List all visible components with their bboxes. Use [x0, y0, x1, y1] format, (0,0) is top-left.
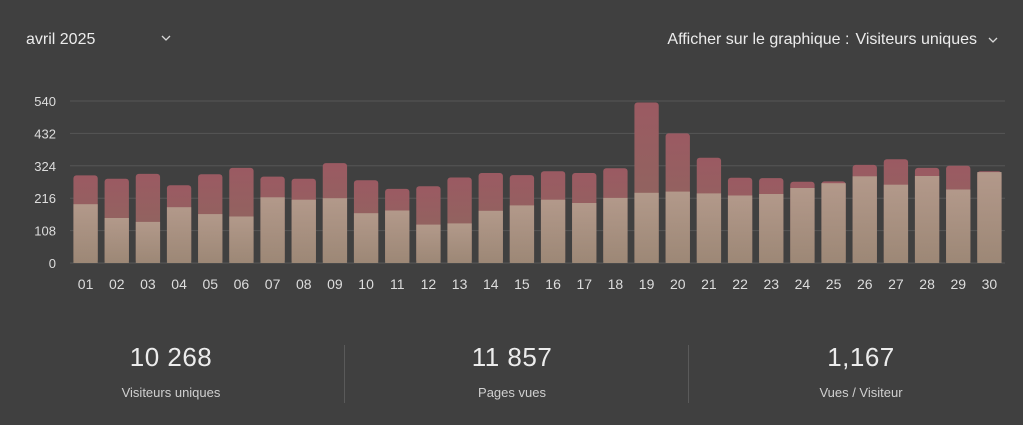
bar-secondary[interactable] [727, 195, 753, 264]
x-tick-label: 21 [701, 276, 717, 292]
x-tick-label: 19 [639, 276, 655, 292]
x-tick-label: 28 [919, 276, 935, 292]
x-tick-label: 05 [202, 276, 218, 292]
bar-secondary[interactable] [260, 197, 285, 263]
month-select[interactable]: avril 2025 [26, 28, 176, 52]
x-tick-label: 12 [421, 276, 437, 292]
x-tick-label: 04 [171, 276, 187, 292]
bar-secondary[interactable] [478, 210, 503, 263]
bar-secondary[interactable] [665, 191, 690, 263]
x-tick-label: 30 [982, 276, 998, 292]
stat-label: Pages vues [478, 385, 546, 400]
x-tick-label: 06 [234, 276, 250, 292]
chart-metric-select[interactable]: Afficher sur le graphique : Visiteurs un… [667, 28, 999, 52]
y-tick-label: 216 [34, 191, 56, 206]
bar-chart: 0 108 216 324 432 540 01 02 03 04 05 06 07 08 09 10 11 12… [34, 94, 1005, 292]
chevron-down-icon [988, 37, 998, 43]
x-tick-label: 17 [576, 276, 592, 292]
y-tick-label: 432 [34, 126, 56, 141]
bar-secondary[interactable] [634, 192, 659, 263]
bar-secondary[interactable] [322, 198, 348, 263]
x-tick-label: 26 [857, 276, 873, 292]
stat-value: 1,167 [827, 342, 895, 372]
x-tick-label: 03 [140, 276, 156, 292]
stats-divider [688, 345, 689, 403]
x-tick-label: 23 [763, 276, 779, 292]
x-tick-label: 15 [514, 276, 530, 292]
x-tick-label: 27 [888, 276, 904, 292]
bar-secondary[interactable] [104, 218, 129, 263]
x-tick-label: 14 [483, 276, 499, 292]
stat-page-views: 11 857 Pages vues [347, 330, 677, 410]
stats-row: 10 268 Visiteurs uniques 11 857 Pages vu… [0, 330, 1023, 410]
x-tick-label: 18 [608, 276, 624, 292]
chart-metric-value: Visiteurs uniques [855, 31, 977, 48]
month-select-value: avril 2025 [26, 31, 96, 48]
x-tick-label: 13 [452, 276, 468, 292]
stat-views-per-visitor: 1,167 Vues / Visiteur [696, 330, 1023, 410]
bar-secondary[interactable] [135, 221, 161, 263]
bar-secondary[interactable] [385, 210, 410, 264]
bar-secondary[interactable] [696, 193, 722, 263]
x-tick-label: 29 [950, 276, 966, 292]
x-tick-label: 25 [826, 276, 842, 292]
x-tick-label: 24 [795, 276, 811, 292]
x-tick-label: 07 [265, 276, 281, 292]
x-tick-label: 22 [732, 276, 748, 292]
x-tick-label: 11 [390, 276, 405, 292]
bar-secondary[interactable] [353, 213, 379, 263]
bar-secondary[interactable] [509, 205, 535, 263]
chart-metric-prefix: Afficher sur le graphique : [667, 31, 850, 48]
bar-secondary[interactable] [790, 188, 815, 263]
bar-secondary[interactable] [914, 176, 940, 263]
bar-secondary[interactable] [198, 214, 223, 263]
x-tick-label: 08 [296, 276, 312, 292]
bar-secondary[interactable] [977, 172, 1002, 263]
stat-value: 11 857 [471, 342, 553, 372]
bar-secondary[interactable] [852, 176, 877, 263]
bar-secondary[interactable] [166, 207, 192, 263]
bar-secondary[interactable] [447, 223, 472, 263]
x-tick-label: 01 [78, 276, 94, 292]
x-tick-label: 09 [327, 276, 343, 292]
x-tick-label: 02 [109, 276, 125, 292]
bar-secondary[interactable] [883, 184, 909, 263]
bar-secondary[interactable] [759, 194, 784, 263]
y-tick-label: 0 [49, 256, 56, 271]
bar-secondary[interactable] [229, 216, 254, 264]
stats-divider [344, 345, 345, 403]
bar-secondary[interactable] [603, 197, 628, 263]
stat-unique-visitors: 10 268 Visiteurs uniques [6, 330, 336, 410]
chart-header: avril 2025 Afficher sur le graphique : V… [0, 0, 1023, 78]
chevron-down-icon [161, 35, 171, 41]
stat-value: 10 268 [129, 342, 213, 372]
x-tick-label: 10 [358, 276, 374, 292]
bar-secondary[interactable] [291, 199, 316, 263]
y-tick-label: 108 [34, 224, 56, 239]
stat-label: Vues / Visiteur [819, 385, 903, 400]
bar-secondary[interactable] [540, 199, 566, 263]
bar-secondary[interactable] [821, 183, 846, 263]
stat-label: Visiteurs uniques [121, 385, 221, 400]
bar-secondary[interactable] [416, 224, 441, 263]
y-tick-label: 324 [34, 159, 56, 174]
x-tick-label: 16 [545, 276, 561, 292]
bar-secondary[interactable] [946, 189, 971, 264]
y-tick-label: 540 [34, 94, 56, 109]
bar-secondary[interactable] [572, 203, 597, 263]
x-tick-label: 20 [670, 276, 686, 292]
bar-secondary[interactable] [73, 204, 98, 263]
